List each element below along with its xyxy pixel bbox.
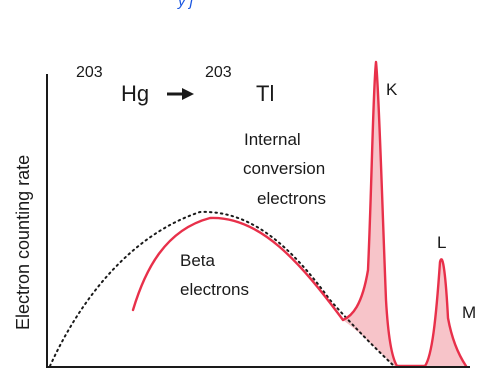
measured-spectrum-curve — [131, 60, 468, 368]
conversion-peaks-fill — [343, 62, 466, 366]
peak-k-label: K — [386, 80, 398, 99]
beta-label-line-1: Beta — [180, 251, 216, 270]
top-fragment-text: y j — [177, 0, 194, 10]
internal-conversion-label-line-3: electrons — [257, 189, 326, 208]
peak-m-label: M — [462, 303, 476, 322]
decay-arrow-icon — [167, 88, 194, 100]
daughter-symbol: Tl — [256, 81, 274, 106]
beta-label-line-2: electrons — [180, 280, 249, 299]
parent-mass-number: 203 — [76, 64, 103, 81]
daughter-mass-number: 203 — [205, 64, 232, 81]
theoretical-beta-curve — [49, 210, 395, 367]
y-axis-label: Electron counting rate — [13, 155, 33, 330]
parent-symbol: Hg — [121, 81, 149, 106]
internal-conversion-label-line-2: conversion — [243, 159, 325, 178]
internal-conversion-label-line-1: Internal — [244, 130, 301, 149]
peak-l-label: L — [437, 233, 446, 252]
